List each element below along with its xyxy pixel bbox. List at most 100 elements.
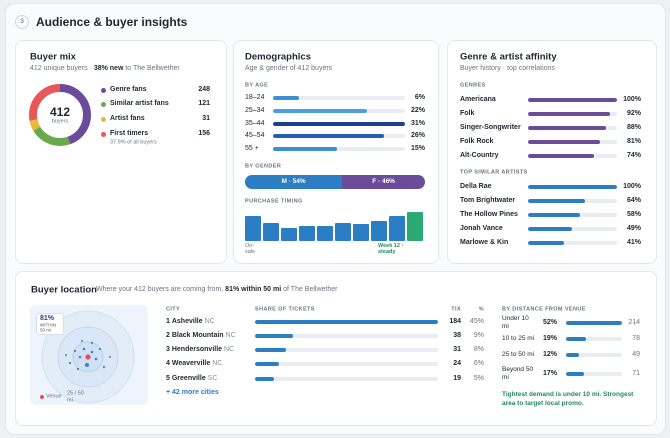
city-state: NC xyxy=(204,317,215,325)
section-heading: BY AGE xyxy=(245,82,269,89)
city-pct: 6% xyxy=(473,359,484,367)
timing-bar xyxy=(245,216,261,241)
legend-value: 248 xyxy=(198,85,210,93)
distance-count: 78 xyxy=(632,334,640,342)
age-value: 31% xyxy=(410,119,425,127)
city-rank: 5 xyxy=(166,374,170,382)
legend-dot xyxy=(101,116,106,122)
city-rank: 2 xyxy=(166,331,170,339)
timing-bar xyxy=(335,223,351,241)
artist-value: 41% xyxy=(626,238,641,246)
artist-value: 100% xyxy=(623,182,641,190)
age-value: 6% xyxy=(414,93,425,101)
timing-bar xyxy=(299,226,315,241)
card-title: Buyer location xyxy=(31,284,97,296)
city-name: Asheville xyxy=(171,317,203,325)
city-pct: 45% xyxy=(469,317,484,325)
bar xyxy=(255,348,286,352)
genre-label: Singer-Songwriter xyxy=(460,123,521,131)
genre-label: Folk xyxy=(460,109,475,117)
genre-value: 92% xyxy=(626,109,641,117)
bar-track xyxy=(566,353,622,357)
column-heading: SHARE OF TICKETS xyxy=(255,306,315,313)
venue-marker xyxy=(85,354,91,360)
distance-pct: 19% xyxy=(543,334,558,342)
timing-bar xyxy=(389,216,405,241)
subtitle-highlight: 81% within 50 mi xyxy=(225,285,282,293)
bar xyxy=(528,154,594,158)
bar-track xyxy=(273,122,405,126)
city-name: Black Mountain xyxy=(171,331,224,339)
bar xyxy=(528,98,617,102)
artist-label: Jonah Vance xyxy=(460,224,503,232)
genre-value: 74% xyxy=(626,151,641,159)
bar xyxy=(255,377,274,381)
city-state: NC xyxy=(224,345,235,353)
legend-value: 121 xyxy=(198,99,210,107)
bar xyxy=(528,199,585,203)
bar xyxy=(273,109,367,113)
artist-label: Marlowe & Kin xyxy=(460,238,509,246)
bar-track xyxy=(255,362,438,366)
section-heading: BY GENDER xyxy=(245,163,282,170)
city: 5 Greenville SC xyxy=(166,375,217,383)
subtitle-text: to The Bellwether xyxy=(123,64,180,72)
bar xyxy=(528,185,617,189)
subtitle-text: 412 unique buyers · xyxy=(30,64,94,72)
card-subtitle: Where your 412 buyers are coming from, 8… xyxy=(96,286,338,294)
city-name: Weaverville xyxy=(171,359,211,367)
column-heading: TIX xyxy=(451,306,461,313)
donut xyxy=(29,84,91,146)
subtitle-text: Where your 412 buyers are coming from, xyxy=(96,285,226,293)
legend-note: 37.9% of all buyers xyxy=(110,139,157,146)
age-label: 18–24 xyxy=(245,93,265,101)
bar-track xyxy=(273,109,405,113)
rings-legend: 25 / 50 mi xyxy=(67,390,84,403)
more-cities-link[interactable]: + 42 more cities xyxy=(166,388,219,396)
city-tix: 24 xyxy=(453,359,461,367)
section-heading: BY DISTANCE FROM VENUE xyxy=(502,306,586,313)
distance-label: Beyond 50 mi xyxy=(502,366,534,381)
map-share: 81% xyxy=(40,314,55,322)
card-title: Demographics xyxy=(245,51,311,63)
bar-track xyxy=(528,185,617,189)
city-tix: 31 xyxy=(453,345,461,353)
genre-label: Folk Rock xyxy=(460,137,494,145)
bar xyxy=(566,337,587,341)
timing-bar xyxy=(353,224,369,241)
city-tix: 19 xyxy=(453,374,461,382)
legend-dot xyxy=(101,87,106,93)
card-subtitle: 412 unique buyers · 38% new to The Bellw… xyxy=(30,65,180,73)
timing-end: Week 12 ↑ steady xyxy=(378,243,405,255)
affinity-card xyxy=(447,40,657,264)
city: 2 Black Mountain NC xyxy=(166,332,236,340)
timing-bar xyxy=(263,223,279,241)
distance-label: Under 10 mi xyxy=(502,315,529,330)
venue-legend-dot xyxy=(40,395,44,399)
gender-bar: F · 46% xyxy=(342,175,425,189)
age-label: 45–54 xyxy=(245,131,265,139)
artist-value: 49% xyxy=(626,224,641,232)
subtitle-highlight: 38% new xyxy=(93,64,124,72)
distance-pct: 52% xyxy=(543,318,558,326)
timing-start: On-sale xyxy=(245,243,256,255)
bar-track xyxy=(273,96,405,100)
card-title: Genre & artist affinity xyxy=(460,51,557,63)
age-label: 55 + xyxy=(245,144,259,152)
artist-value: 64% xyxy=(626,196,641,204)
subtitle-text: of The Bellwether xyxy=(281,285,338,293)
insight-note: Tightest demand is under 10 mi. Stronges… xyxy=(502,391,634,407)
map-rings xyxy=(40,310,135,404)
bar-track xyxy=(255,377,438,381)
city-pct: 8% xyxy=(473,345,484,353)
genre-label: Alt-Country xyxy=(460,151,499,159)
card-subtitle: Buyer history · top correlations xyxy=(460,64,555,72)
bar-track xyxy=(528,154,617,158)
donut-segment xyxy=(29,84,91,146)
age-label: 25–34 xyxy=(245,106,265,114)
artist-label: Della Rae xyxy=(460,182,492,190)
legend-dot xyxy=(101,131,106,137)
city-pct: 9% xyxy=(473,331,484,339)
donut-total-label: buyers xyxy=(51,118,69,125)
